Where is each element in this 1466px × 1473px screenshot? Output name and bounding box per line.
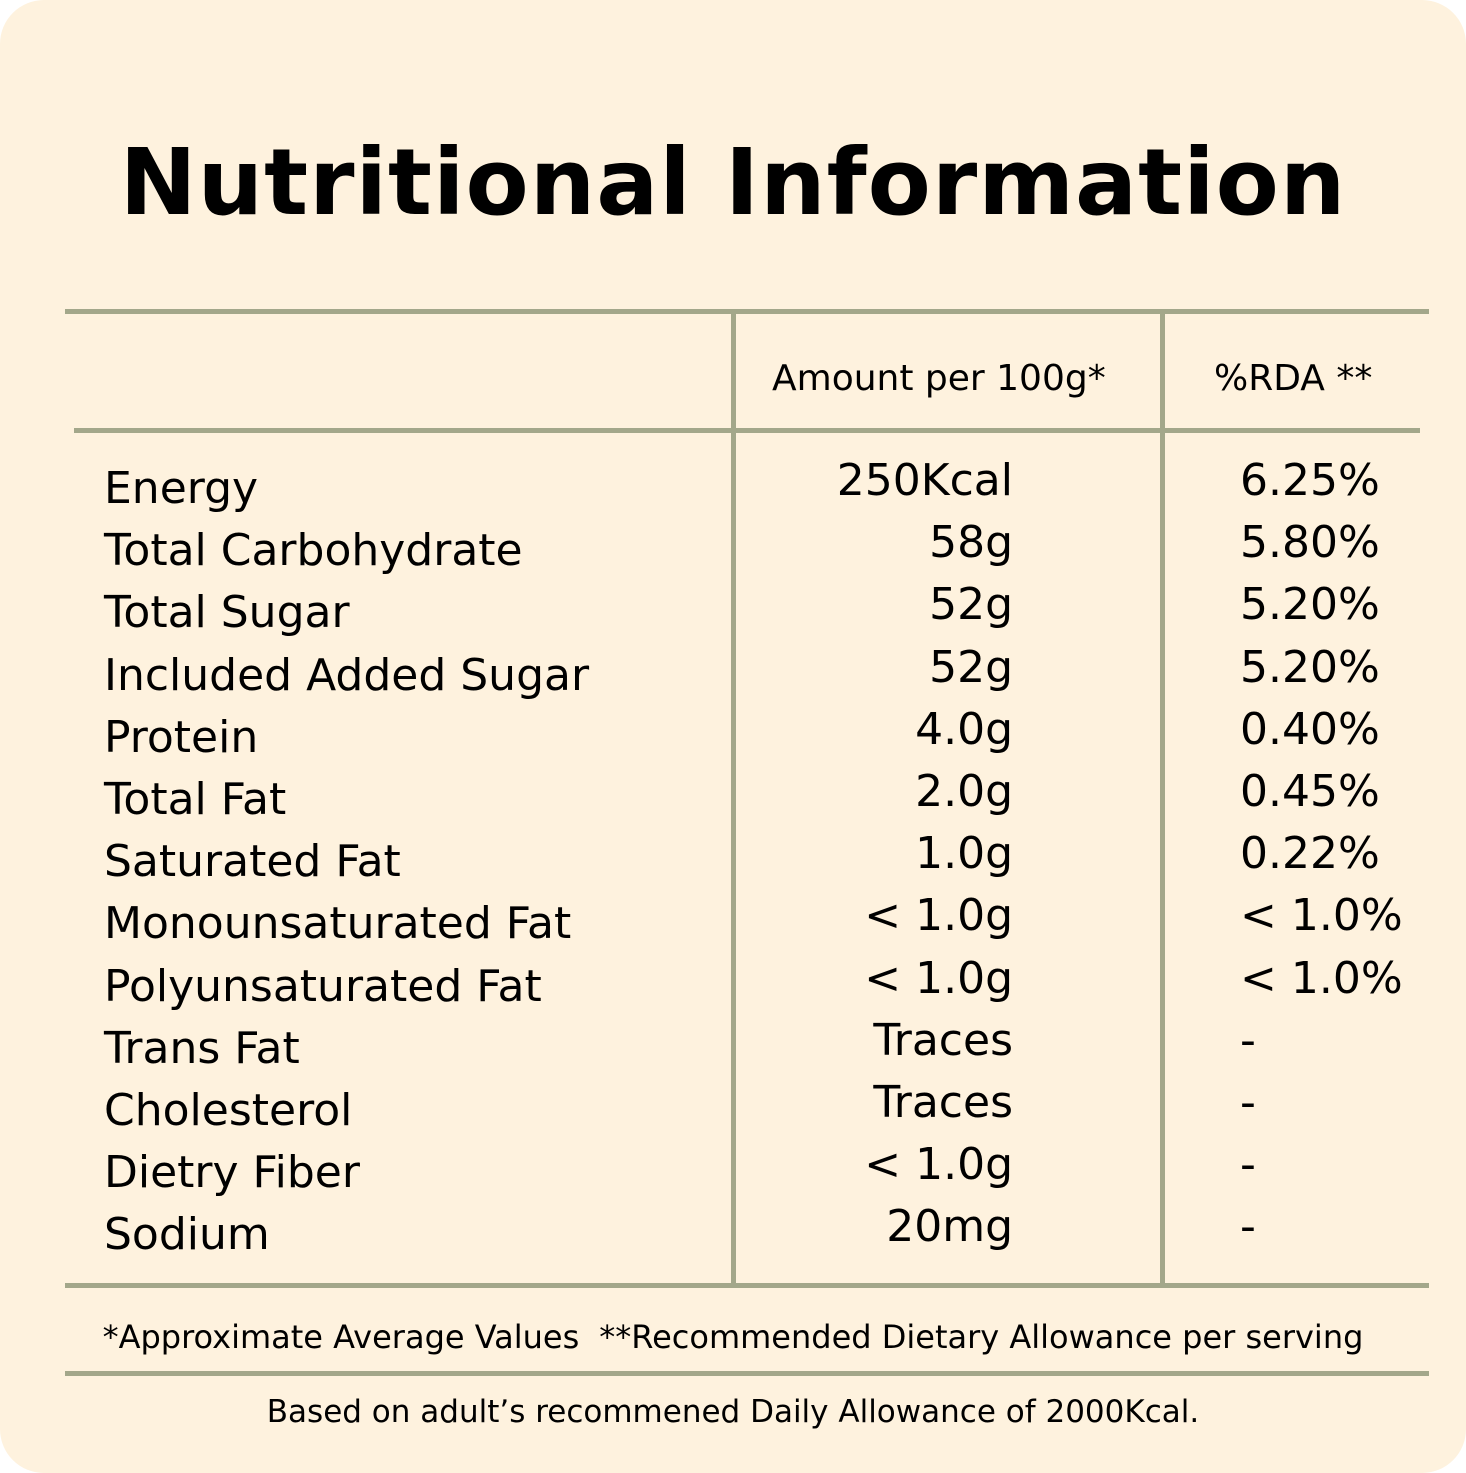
nutrient-rda: 0.22% — [1240, 828, 1380, 880]
table-top-rule — [65, 309, 1429, 314]
nutrient-amount: 250Kcal — [836, 455, 1013, 506]
nutrient-rda: - — [1240, 1201, 1256, 1253]
nutrient-rda: - — [1240, 1014, 1256, 1066]
footnote-rda-definition: **Recommended Dietary Allowance per serv… — [599, 1318, 1364, 1356]
nutrient-amount: 4.0g — [915, 703, 1013, 755]
nutrient-rda: < 1.0% — [1240, 890, 1403, 942]
table-row: Total Sugar 52g 5.20% — [0, 574, 1466, 638]
nutrient-rda: 5.80% — [1240, 517, 1380, 569]
table-row: Saturated Fat 1.0g 0.22% — [0, 823, 1466, 887]
header-bottom-rule — [74, 428, 1420, 433]
table-row: Polyunsaturated Fat < 1.0g < 1.0% — [0, 948, 1466, 1012]
nutrient-rda: 0.45% — [1240, 765, 1380, 817]
nutrient-rda: < 1.0% — [1240, 952, 1403, 1004]
table-row: Sodium 20mg - — [0, 1196, 1466, 1260]
table-row: Cholesterol Traces - — [0, 1072, 1466, 1136]
table-row: Protein 4.0g 0.40% — [0, 699, 1466, 763]
nutrient-amount: 2.0g — [915, 765, 1013, 817]
table-row: Energy 250Kcal 6.25% — [0, 450, 1466, 514]
column-divider-amount — [731, 311, 736, 1287]
table-row: Included Added Sugar 52g 5.20% — [0, 637, 1466, 701]
column-header-rda: %RDA ** — [1214, 358, 1373, 399]
nutrient-name: Cholesterol — [104, 1084, 353, 1136]
table-row: Dietry Fiber < 1.0g - — [0, 1134, 1466, 1198]
nutrient-name: Sodium — [104, 1209, 270, 1261]
nutrient-rda: - — [1240, 1076, 1256, 1128]
nutrient-name: Energy — [104, 463, 259, 514]
nutrient-amount: Traces — [873, 1014, 1013, 1066]
nutrient-amount: Traces — [873, 1076, 1013, 1128]
nutrient-name: Total Carbohydrate — [104, 525, 523, 577]
nutrient-amount: < 1.0g — [864, 952, 1013, 1004]
page-title: Nutritional Information — [119, 129, 1347, 236]
nutrient-name: Included Added Sugar — [104, 649, 590, 701]
nutrient-rda: 6.25% — [1240, 455, 1380, 506]
nutrient-name: Protein — [104, 711, 259, 763]
nutrient-rda: 5.20% — [1240, 579, 1380, 631]
table-row: Total Fat 2.0g 0.45% — [0, 761, 1466, 825]
nutrient-amount: 52g — [929, 641, 1013, 693]
nutrient-name: Dietry Fiber — [104, 1147, 360, 1199]
nutrient-amount: 58g — [929, 517, 1013, 569]
nutrient-amount: 1.0g — [915, 828, 1013, 880]
nutrient-rda: - — [1240, 1139, 1256, 1191]
table-row: Total Carbohydrate 58g 5.80% — [0, 512, 1466, 576]
nutrient-table: Energy 250Kcal 6.25% Total Carbohydrate … — [0, 450, 1466, 1260]
column-divider-rda — [1160, 311, 1165, 1287]
table-row: Monounsaturated Fat < 1.0g < 1.0% — [0, 885, 1466, 949]
table-row: Trans Fat Traces - — [0, 1010, 1466, 1074]
nutrient-name: Polyunsaturated Fat — [104, 960, 542, 1012]
footnote-basis: Based on adult’s recommened Daily Allowa… — [266, 1394, 1200, 1430]
footnote-definitions: *Approximate Average Values **Recommended… — [0, 1314, 1466, 1360]
nutrient-amount: < 1.0g — [864, 1139, 1013, 1191]
nutrient-name: Trans Fat — [104, 1022, 300, 1074]
footnote-divider — [65, 1371, 1429, 1376]
nutrient-rda: 0.40% — [1240, 703, 1380, 755]
nutrient-name: Saturated Fat — [104, 836, 401, 888]
nutrient-amount: 20mg — [886, 1201, 1013, 1253]
nutrient-name: Total Sugar — [104, 587, 350, 639]
column-header-amount: Amount per 100g* — [772, 358, 1106, 399]
nutrient-amount: 52g — [929, 579, 1013, 631]
nutrient-amount: < 1.0g — [864, 890, 1013, 942]
nutrient-name: Total Fat — [104, 773, 287, 825]
nutrient-rda: 5.20% — [1240, 641, 1380, 693]
footnote-approx: *Approximate Average Values — [102, 1318, 580, 1356]
table-bottom-rule — [65, 1283, 1429, 1288]
nutrient-name: Monounsaturated Fat — [104, 898, 572, 950]
